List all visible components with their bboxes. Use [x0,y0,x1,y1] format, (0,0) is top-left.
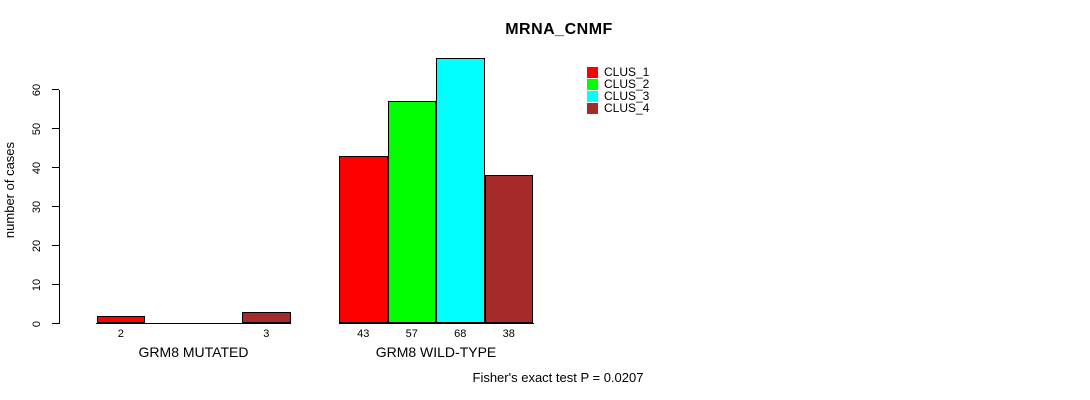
y-tick [52,167,59,168]
bar [436,58,485,324]
bar [484,175,533,324]
legend-item: CLUS_2 [587,78,649,90]
zero-baseline [96,323,291,324]
y-tick [52,206,59,207]
legend-label: CLUS_3 [604,89,650,103]
legend: CLUS_1 CLUS_2 CLUS_3 CLUS_4 [587,66,649,114]
chart-title: MRNA_CNMF [505,21,613,38]
bar [339,155,388,324]
bar-value-label: 68 [454,328,467,340]
y-tick-label: 20 [31,239,43,252]
annotation-text: Fisher's exact test P = 0.0207 [472,370,644,385]
legend-item: CLUS_1 [587,66,649,78]
zero-baseline [338,323,534,324]
legend-swatch [587,102,598,114]
y-tick [52,245,59,246]
x-group-label: GRM8 MUTATED [138,344,249,360]
y-tick [52,89,59,90]
y-tick-label: 10 [31,278,43,291]
bar-value-label: 38 [502,328,515,340]
legend-swatch [587,66,598,78]
y-tick [52,284,59,285]
y-tick-label: 30 [31,200,43,213]
legend-label: CLUS_1 [604,65,650,79]
legend-item: CLUS_3 [587,90,649,102]
bar [387,101,436,324]
legend-swatch [587,90,598,102]
legend-label: CLUS_4 [604,101,650,115]
x-group-label: GRM8 WILD-TYPE [375,344,497,360]
y-tick-label: 0 [31,320,43,327]
y-tick [52,323,59,324]
bar-value-label: 43 [357,328,370,340]
bar-value-label: 3 [263,328,270,340]
legend-swatch [587,78,598,90]
legend-item: CLUS_4 [587,102,649,114]
bar-value-label: 57 [405,328,418,340]
y-tick [52,128,59,129]
bar [242,311,291,324]
y-tick-label: 40 [31,161,43,174]
y-tick-label: 50 [31,122,43,135]
y-axis-line [59,89,60,324]
y-tick-label: 60 [31,83,43,96]
legend-label: CLUS_2 [604,77,650,91]
bar-value-label: 2 [117,328,124,340]
bar [96,315,145,324]
